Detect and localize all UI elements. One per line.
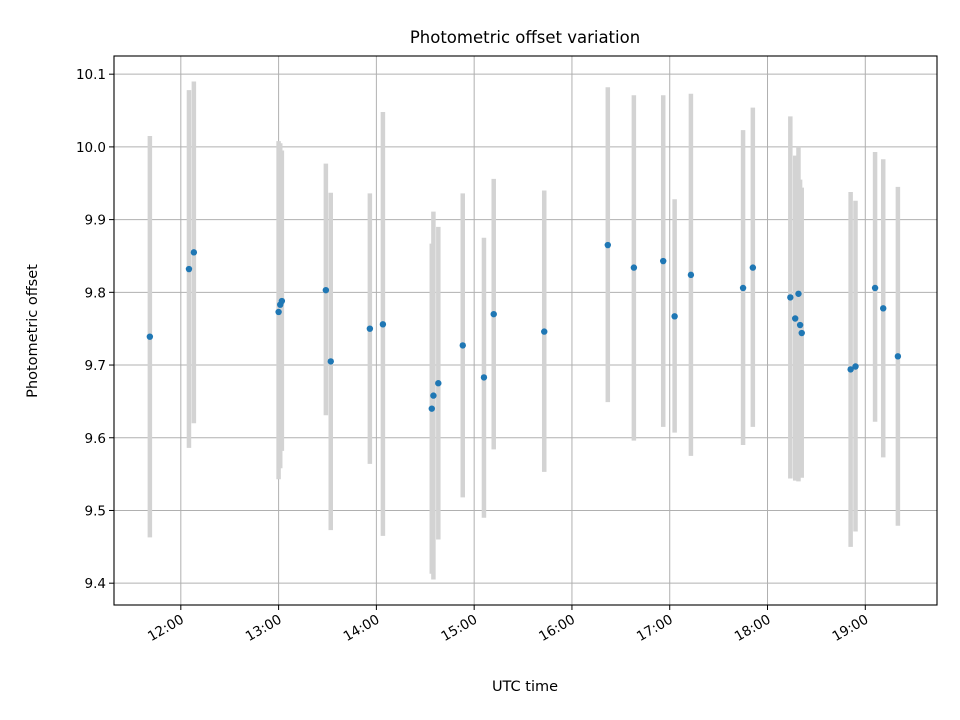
y-tick-label: 10.0 — [76, 140, 106, 156]
y-tick-label: 9.5 — [85, 503, 106, 519]
y-axis-label: Photometric offset — [25, 264, 41, 398]
chart-title: Photometric offset variation — [410, 28, 640, 47]
y-tick-label: 9.4 — [85, 576, 106, 592]
data-point — [671, 313, 678, 320]
data-point — [749, 264, 757, 271]
y-tick-label: 9.7 — [85, 358, 106, 374]
data-point — [894, 353, 902, 360]
data-point — [630, 264, 638, 271]
data-point — [798, 329, 805, 337]
data-point — [787, 294, 794, 301]
data-point — [430, 392, 437, 399]
data-point — [327, 358, 334, 365]
point-series — [146, 241, 902, 412]
data-point — [880, 305, 887, 312]
x-axis-label: UTC time — [492, 679, 558, 695]
data-point — [322, 286, 330, 294]
data-point — [366, 325, 374, 332]
data-point — [792, 315, 799, 322]
data-point — [687, 271, 695, 279]
data-point — [541, 328, 548, 335]
y-tick-label: 9.8 — [85, 285, 106, 301]
data-point — [278, 297, 286, 305]
data-point — [459, 342, 466, 349]
plot-frame — [113, 55, 938, 606]
data-point — [428, 405, 435, 412]
data-point — [275, 308, 282, 316]
data-point — [604, 241, 611, 249]
data-point — [796, 321, 804, 329]
data-point — [480, 374, 488, 381]
data-point — [379, 321, 387, 328]
data-point — [871, 284, 879, 292]
data-point — [852, 363, 859, 370]
data-point — [435, 380, 442, 387]
data-point — [190, 249, 198, 256]
y-tick-label: 9.6 — [85, 431, 106, 447]
data-point — [490, 310, 497, 318]
data-point — [660, 257, 667, 265]
y-tick-label: 9.9 — [85, 213, 106, 229]
data-point — [847, 366, 854, 373]
data-point — [739, 284, 747, 292]
data-point — [146, 333, 154, 340]
y-axis-ticks: 9.4 9.5 9.6 9.7 9.8 9.9 10.0 10.1 — [76, 67, 114, 592]
y-tick-label: 10.1 — [76, 67, 106, 83]
data-point — [185, 265, 193, 273]
data-point — [795, 290, 802, 297]
